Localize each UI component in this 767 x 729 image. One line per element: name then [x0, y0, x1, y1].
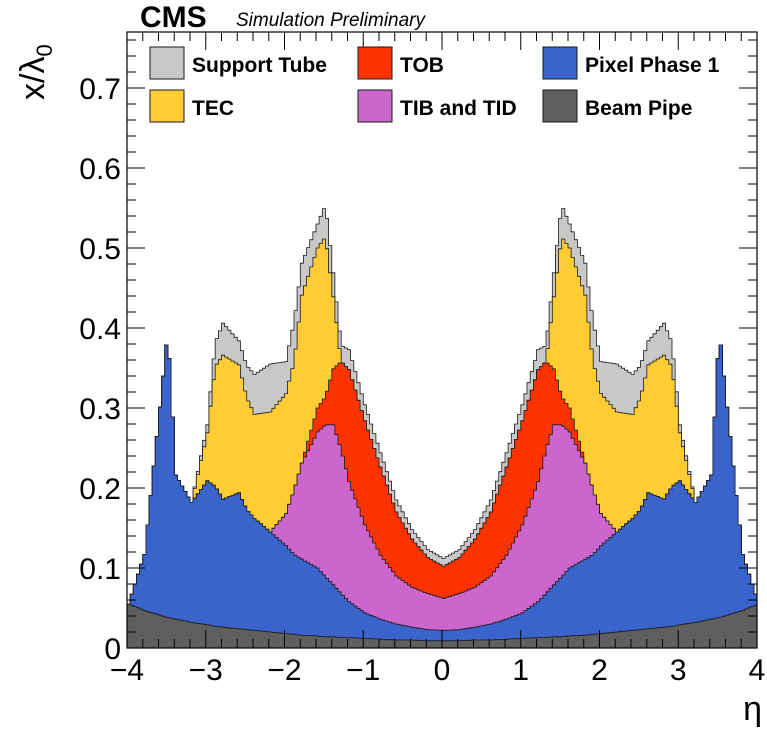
legend-item-support-tube: Support Tube	[149, 46, 327, 80]
x-tick-label: 0	[434, 654, 451, 687]
x-tick-label: 1	[512, 654, 529, 687]
y-tick-label: 0.7	[79, 73, 121, 106]
legend-label: Support Tube	[192, 54, 327, 77]
x-tick-label: −3	[189, 654, 223, 687]
y-axis-label-subscript: 0	[32, 44, 57, 56]
legend-swatch	[357, 46, 393, 80]
legend-item-tob: TOB	[357, 46, 444, 80]
y-tick-label: 0.2	[79, 473, 121, 506]
x-tick-label: 4	[749, 654, 766, 687]
y-tick-label: 0	[104, 633, 121, 666]
legend-swatch	[149, 46, 185, 80]
series-pixel-phase-1	[126, 344, 758, 649]
legend-swatch	[542, 89, 578, 123]
y-tick-label: 0.4	[79, 313, 121, 346]
legend-item-tec: TEC	[149, 89, 234, 123]
simulation-preliminary-label: Simulation Preliminary	[236, 10, 427, 31]
legend-label: Beam Pipe	[585, 97, 692, 120]
legend: Support Tube TOB Pixel Phase 1 TEC TIB and T…	[149, 46, 720, 123]
legend-swatch	[542, 46, 578, 80]
x-tick-label: 3	[670, 654, 687, 687]
legend-label: TOB	[400, 54, 444, 77]
legend-label: TIB and TID	[400, 97, 517, 120]
x-axis-label: η	[743, 690, 762, 728]
y-tick-label: 0.1	[79, 553, 121, 586]
x-tick-label: −4	[110, 654, 144, 687]
y-tick-label: 0.3	[79, 393, 121, 426]
x-tick-label: 2	[591, 654, 608, 687]
y-axis-label: x/λ0	[14, 44, 57, 100]
axes-frame: −4 −3 −2 −1 0 1 2 3 4 0 0.1 0.2 0.3 0.4 0.5 0.6 0.7	[79, 31, 766, 687]
legend-label: TEC	[192, 97, 234, 120]
legend-label: Pixel Phase 1	[585, 54, 720, 77]
cms-label: CMS	[140, 1, 207, 34]
legend-swatch	[357, 89, 393, 123]
y-tick-label: 0.5	[79, 233, 121, 266]
x-tick-label: −1	[346, 654, 380, 687]
y-axis-label-main: x/λ	[14, 57, 52, 100]
legend-swatch	[149, 89, 185, 123]
legend-item-pixel-phase-1: Pixel Phase 1	[542, 46, 720, 80]
legend-item-beam-pipe: Beam Pipe	[542, 89, 692, 123]
legend-item-tib-and-tid: TIB and TID	[357, 89, 517, 123]
x-tick-label: −2	[267, 654, 301, 687]
y-tick-label: 0.6	[79, 153, 121, 186]
